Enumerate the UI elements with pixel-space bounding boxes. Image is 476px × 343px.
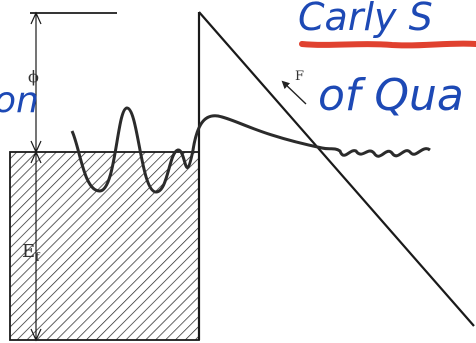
- handwritten-title-line1: Carly S: [298, 0, 433, 39]
- work-function-arrowhead-top: [30, 11, 42, 25]
- handwritten-left-fragment: on: [0, 80, 39, 121]
- field-arrow: [281, 80, 307, 105]
- title-underline: [299, 40, 476, 49]
- fermi-energy-arrowhead-top: [30, 150, 42, 164]
- electron-wavefunction: [70, 106, 431, 194]
- fermi-energy-arrowhead-bottom: [30, 328, 42, 342]
- potential-barrier-slope: [198, 11, 475, 327]
- metal-filled-region: [9, 151, 200, 341]
- field-label: F: [295, 69, 304, 84]
- fermi-energy-label: Ef: [22, 241, 41, 264]
- work-function-label: ϕ: [28, 67, 39, 86]
- handwritten-title-line2: of Qua: [318, 70, 464, 121]
